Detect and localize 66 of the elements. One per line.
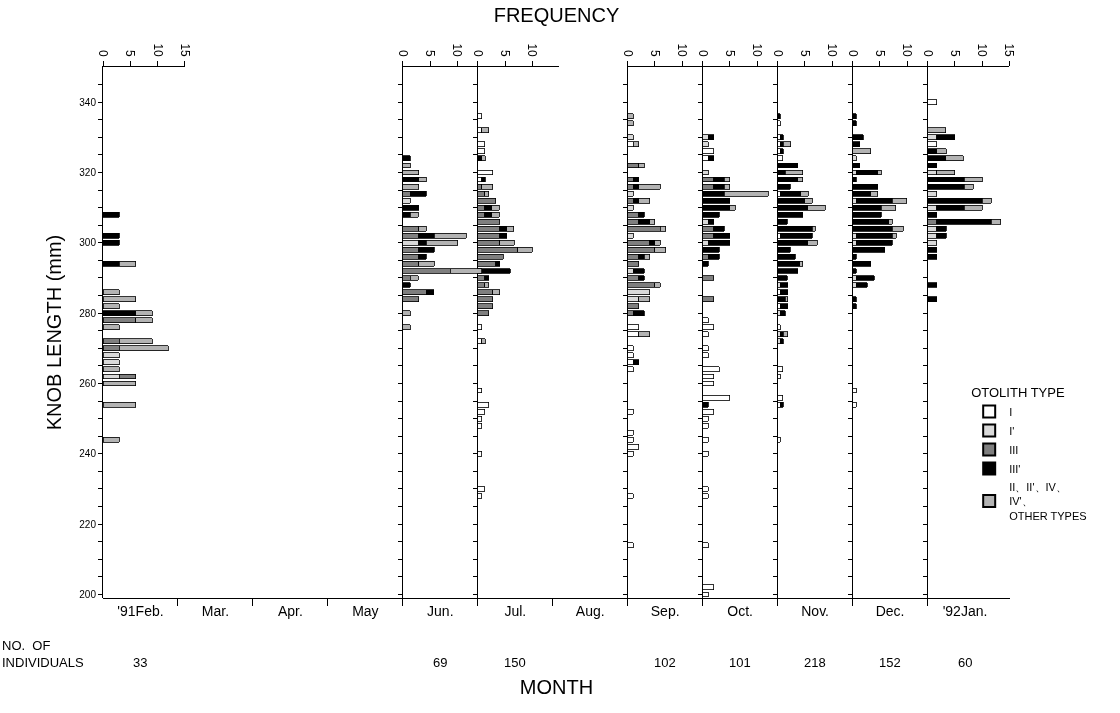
- x-tick-label: 15: [1002, 43, 1017, 58]
- text: MONTH: [519, 676, 594, 699]
- x-tick-label: 5: [648, 50, 663, 58]
- x-tick-label: 0: [845, 50, 860, 58]
- category-label: Nov.: [801, 602, 829, 619]
- y-tick-label: 300: [79, 237, 97, 249]
- x-tick-label: 0: [470, 50, 485, 58]
- text: FREQUENCY: [493, 4, 620, 26]
- x-tick-label: 5: [947, 50, 962, 58]
- category-label: '92Jan.: [942, 602, 988, 619]
- y-tick-label: 240: [79, 448, 97, 460]
- x-tick-label: 5: [797, 50, 812, 58]
- x-tick-label: 0: [770, 50, 785, 58]
- data-label: 33: [133, 655, 148, 670]
- data-label: 101: [729, 655, 751, 670]
- x-tick-label: 5: [498, 50, 513, 58]
- x-tick-label: 5: [123, 50, 138, 58]
- data-label: 218: [804, 655, 826, 670]
- x-tick-label: 5: [723, 50, 737, 58]
- x-tick-label: 0: [96, 50, 111, 58]
- category-label: '91Feb.: [117, 602, 164, 619]
- category-label: Apr.: [277, 602, 303, 619]
- y-tick-label: 260: [79, 377, 97, 389]
- category-label: Mar.: [201, 602, 230, 619]
- category-label: Jun.: [427, 602, 454, 619]
- x-tick-label: 0: [695, 50, 710, 58]
- text: I: [1009, 405, 1013, 418]
- data-label: 102: [654, 655, 676, 670]
- legend-label: I': [1009, 424, 1015, 437]
- x-tick-label: 10: [750, 43, 765, 58]
- x-tick-label: 5: [423, 50, 438, 58]
- category-label: Dec.: [875, 602, 905, 619]
- x-tick-label: 0: [920, 50, 935, 58]
- legend-label: II、II'、IV、 IV'、 OTHER TYPES: [1009, 480, 1087, 522]
- data-label: 60: [958, 655, 973, 670]
- x-tick-label: 10: [900, 43, 915, 58]
- category-label: Jul.: [504, 602, 527, 619]
- x-tick-label: 0: [395, 50, 410, 58]
- text: KNOB LENGTH (mm): [42, 234, 65, 431]
- x-tick-label: 10: [825, 43, 840, 58]
- x-tick-label: 10: [675, 43, 690, 58]
- x-tick-label: 15: [177, 43, 192, 58]
- x-tick-label: 10: [975, 43, 990, 58]
- data-label: 69: [433, 655, 448, 670]
- y-tick-label: 200: [79, 588, 97, 600]
- category-label: Sep.: [650, 602, 680, 619]
- x-tick-label: 10: [525, 43, 540, 58]
- y-tick-label: 220: [79, 518, 97, 530]
- data-label: 152: [879, 655, 901, 670]
- data-label: 150: [504, 655, 526, 670]
- y-tick-label: 320: [79, 167, 97, 178]
- y-tick-label: 340: [79, 96, 97, 108]
- category-label: May: [352, 602, 379, 619]
- category-label: Oct.: [727, 602, 753, 619]
- legend-label: III': [1009, 462, 1021, 475]
- x-tick-label: 0: [620, 50, 635, 58]
- bar: [481, 127, 490, 134]
- bar: [481, 338, 486, 345]
- legend-title: OTOLITH TYPE: [971, 385, 1065, 401]
- category-label: Aug.: [575, 602, 605, 619]
- x-tick-label: 5: [872, 50, 887, 58]
- y-tick-label: 280: [79, 307, 97, 319]
- x-tick-label: 10: [450, 43, 465, 58]
- x-tick-label: 10: [150, 43, 165, 58]
- legend-label: III: [1009, 443, 1019, 456]
- text: NO. OF INDIVIDUALS: [2, 638, 84, 670]
